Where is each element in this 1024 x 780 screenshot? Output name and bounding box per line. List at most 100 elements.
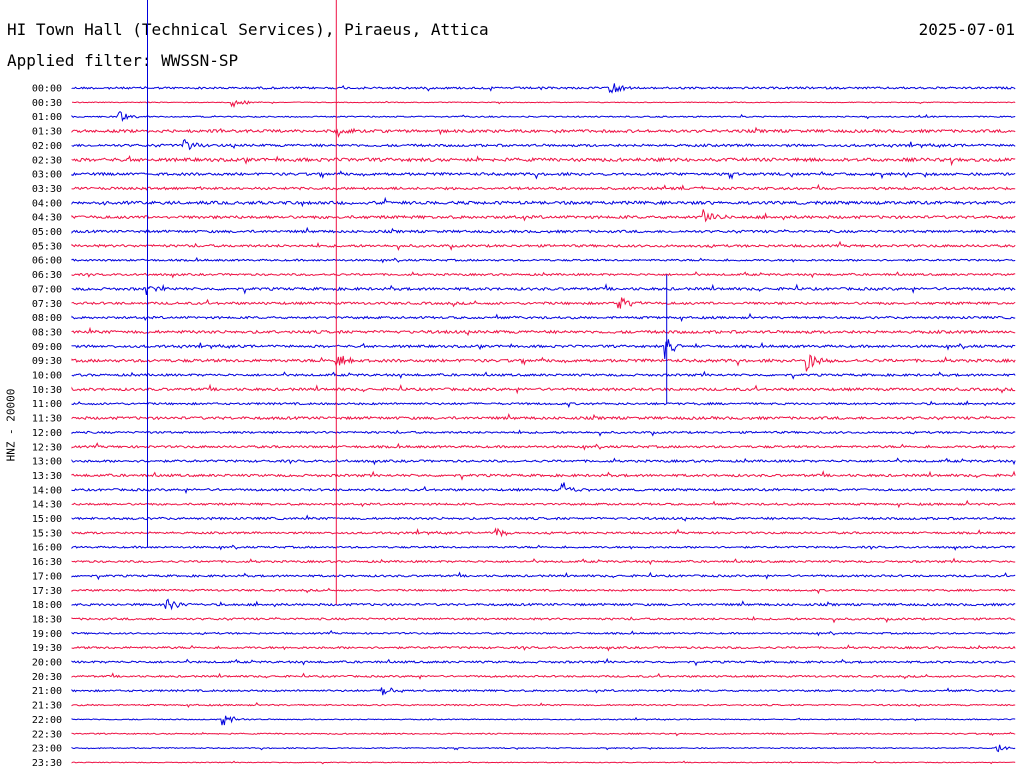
trace-line [71, 83, 1016, 94]
row-label: 06:30 [32, 270, 62, 281]
row-label: 23:30 [32, 758, 62, 769]
trace-line [71, 183, 1016, 191]
trace-line [71, 326, 1016, 337]
row-label: 03:30 [32, 184, 62, 195]
row-label: 08:00 [32, 313, 62, 324]
trace-line [71, 138, 1016, 151]
row-label: 04:30 [32, 213, 62, 224]
trace-line [71, 297, 1016, 309]
trace-line [71, 429, 1016, 437]
trace-line [71, 354, 1016, 372]
row-label: 07:30 [32, 299, 62, 310]
trace-line [71, 587, 1016, 595]
trace-line [71, 370, 1016, 380]
trace-line [71, 629, 1016, 637]
row-label: 10:30 [32, 385, 62, 396]
trace-line [71, 715, 1016, 726]
row-label: 16:30 [32, 557, 62, 568]
trace-line [71, 155, 1016, 167]
row-label: 20:00 [32, 658, 62, 669]
trace-line [71, 702, 1016, 709]
row-label: 14:00 [32, 485, 62, 496]
row-label: 08:30 [32, 327, 62, 338]
trace-line [71, 499, 1016, 509]
station-title: HI Town Hall (Technical Services), Pirae… [7, 20, 489, 39]
trace-line [71, 731, 1016, 737]
row-label: 19:30 [32, 643, 62, 654]
trace-group [71, 83, 1016, 765]
trace-line [71, 687, 1016, 696]
row-label: 01:00 [32, 112, 62, 123]
row-label: 09:30 [32, 356, 62, 367]
date-label: 2025-07-01 [918, 20, 1015, 39]
row-label: 03:00 [32, 170, 62, 181]
trace-line [71, 240, 1016, 252]
trace-line [71, 271, 1016, 279]
trace-line [71, 312, 1016, 323]
row-label: 19:00 [32, 629, 62, 640]
trace-line [71, 110, 1016, 122]
row-label: 15:00 [32, 514, 62, 525]
row-label: 12:30 [32, 442, 62, 453]
spike-group [147, 0, 668, 605]
trace-line [71, 672, 1016, 680]
row-label: 10:00 [32, 371, 62, 382]
trace-line [71, 457, 1016, 466]
trace-line [71, 482, 1016, 495]
trace-line [71, 657, 1016, 667]
trace-line [71, 527, 1016, 538]
row-label: 16:00 [32, 543, 62, 554]
row-label: 13:30 [32, 471, 62, 482]
trace-line [71, 470, 1016, 481]
trace-line [71, 209, 1016, 223]
trace-line [71, 514, 1016, 522]
trace-line [72, 99, 1016, 109]
row-label: 04:00 [32, 198, 62, 209]
row-label: 21:30 [32, 701, 62, 712]
row-label: 05:30 [32, 241, 62, 252]
trace-line [71, 196, 1016, 208]
row-label: 18:00 [32, 600, 62, 611]
row-label: 21:00 [32, 686, 62, 697]
row-label: 20:30 [32, 672, 62, 683]
row-label: 11:30 [32, 414, 62, 425]
row-label-group: 00:00 00:30 01:00 01:30 02:00 02:30 03:00 03:30… [32, 84, 62, 769]
filter-label: Applied filter: WWSSN-SP [7, 51, 239, 70]
row-label: 17:30 [32, 586, 62, 597]
trace-line [71, 283, 1016, 295]
row-label: 23:00 [32, 744, 62, 755]
row-label: 06:00 [32, 256, 62, 267]
row-label: 07:00 [32, 284, 62, 295]
trace-line [71, 383, 1016, 395]
row-label: 15:30 [32, 528, 62, 539]
row-label: 02:30 [32, 155, 62, 166]
row-label: 18:30 [32, 614, 62, 625]
trace-line [71, 400, 1016, 409]
row-label: 01:30 [32, 127, 62, 138]
row-label: 12:00 [32, 428, 62, 439]
row-label: 00:30 [32, 98, 62, 109]
trace-line [71, 226, 1016, 234]
row-label: 13:00 [32, 457, 62, 468]
row-label: 11:00 [32, 399, 62, 410]
trace-line [71, 544, 1016, 551]
trace-line [71, 170, 1016, 180]
row-label: 00:00 [32, 84, 62, 95]
trace-line [71, 442, 1016, 451]
trace-line [71, 126, 1016, 139]
row-label: 17:00 [32, 571, 62, 582]
trace-line [71, 412, 1016, 421]
trace-line [71, 644, 1016, 652]
trace-line [71, 339, 1016, 360]
trace-line [71, 615, 1016, 624]
trace-line [71, 571, 1016, 581]
trace-line [71, 256, 1016, 264]
trace-line [71, 557, 1016, 566]
row-label: 02:00 [32, 141, 62, 152]
row-label: 22:30 [32, 729, 62, 740]
row-label: 05:00 [32, 227, 62, 238]
trace-line [71, 760, 1016, 765]
row-label: 14:30 [32, 500, 62, 511]
row-label: 22:00 [32, 715, 62, 726]
